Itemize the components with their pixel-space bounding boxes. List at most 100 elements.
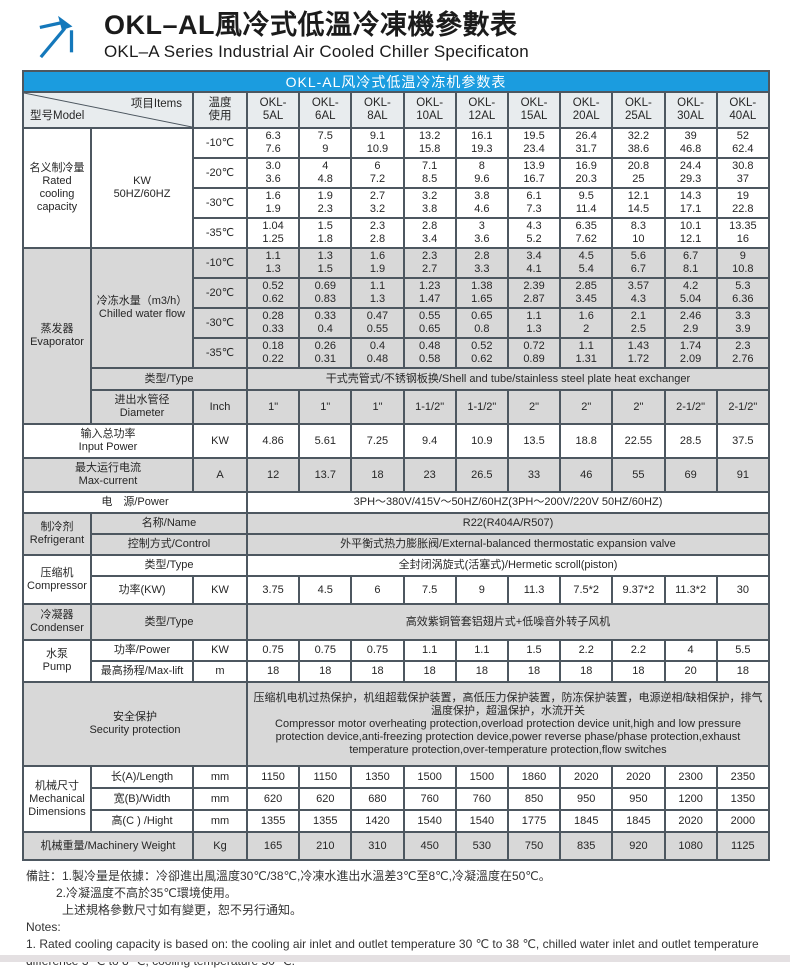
- item-label: 冷冻水量（m3/h） Chilled water flow: [90, 247, 194, 370]
- column-header: OKL- 20AL: [559, 91, 614, 130]
- cell: 4: [663, 639, 718, 663]
- cell: 620: [245, 787, 301, 812]
- item-label: 最高扬程/Max-lift: [90, 660, 194, 684]
- evaporator-type-value: 干式壳管式/不锈钢板换/Shell and tube/stainless ste…: [246, 367, 770, 392]
- cell: 7.25: [350, 423, 405, 460]
- table-row: 最大运行电流 Max-current A 12 13.7 18 23 26.5 33 46 55 6…: [22, 457, 771, 494]
- cell: 2.3 2.76: [715, 337, 771, 370]
- cell: 30.8 37: [715, 157, 771, 190]
- cell: 0.4 0.48: [350, 337, 405, 370]
- cell: 2.8 3.3: [454, 247, 509, 280]
- item-label: 长(A)/Length: [90, 765, 194, 790]
- cell: 2.2: [611, 639, 666, 663]
- cell: 7.5*2: [559, 575, 614, 606]
- cell: 9.5 11.4: [559, 187, 614, 220]
- cell: 4.3 5.2: [506, 217, 562, 250]
- cell: 18: [454, 660, 509, 684]
- cell: 0.55 0.65: [402, 307, 457, 340]
- cell: 52 62.4: [715, 127, 771, 160]
- cell: 5.61: [298, 423, 353, 460]
- cell: 11.3*2: [663, 575, 718, 606]
- cell: 4.5 5.4: [559, 247, 614, 280]
- cell: 2020: [611, 765, 666, 790]
- power-supply-value: 3PH～380V/415V～50HZ/60HZ(3PH～200V/220V 50…: [246, 491, 770, 515]
- table-row: OKL-AL风冷式低温冷冻机参数表: [22, 70, 770, 94]
- cell: 6.7 8.1: [663, 247, 718, 280]
- note-line-2: 2.冷凝溫度不高於35℃環境使用。: [56, 886, 237, 901]
- cell: 450: [402, 831, 457, 862]
- cell: 9 10.8: [715, 247, 771, 280]
- cell: 1.1: [454, 639, 509, 663]
- item-label: 宽(B)/Width: [90, 787, 194, 812]
- column-header: OKL- 8AL: [350, 91, 405, 130]
- cell: 8 9.6: [454, 157, 509, 190]
- cell: 4.5: [298, 575, 353, 606]
- cell: 2350: [715, 765, 771, 790]
- cell: 1350: [350, 765, 405, 790]
- cell: 10.1 12.1: [663, 217, 718, 250]
- corner-label-model: 型号Model: [30, 110, 85, 123]
- cell: 18: [611, 660, 666, 684]
- table-row: -35℃ 1.04 1.25 1.5 1.8 2.3 2.8 2.8 3.4 3 3.6 4…: [23, 217, 771, 250]
- section-label-power: 电 源/Power: [22, 491, 248, 515]
- cell: 0.48 0.58: [402, 337, 457, 370]
- cell: 1": [245, 389, 301, 426]
- cell: 2.85 3.45: [559, 277, 614, 310]
- cell: 1540: [454, 809, 509, 834]
- cell: 1775: [506, 809, 562, 834]
- cell: 0.26 0.31: [298, 337, 353, 370]
- cell: 1.1 1.3: [350, 277, 405, 310]
- table-row: 高(C ) /Hight mm 1355 1355 1420 1540 1540 1775 18…: [23, 809, 771, 834]
- table-row: 压缩机 Compressor 类型/Type 全封闭涡旋式(活塞式)/Hermeti…: [22, 554, 770, 606]
- cell: 1-1/2": [454, 389, 509, 426]
- cell: 0.52 0.62: [454, 337, 509, 370]
- cell: 0.72 0.89: [506, 337, 562, 370]
- cell: 1.74 2.09: [663, 337, 718, 370]
- item-label: 功率/Power: [90, 639, 194, 663]
- section-label-compressor: 压缩机 Compressor: [22, 554, 92, 606]
- cell: 18: [715, 660, 771, 684]
- compressor-type-value: 全封闭涡旋式(活塞式)/Hermetic scroll(piston): [246, 554, 770, 578]
- cell: 18: [402, 660, 457, 684]
- temp-label: -20℃: [192, 157, 248, 190]
- page-bottom-strip: [0, 955, 790, 962]
- table-row: 功率(KW) KW 3.75 4.5 6 7.5 9 11.3 7.5*2 9.37*2 11.3*…: [23, 575, 771, 606]
- cell: 2.1 2.5: [611, 307, 666, 340]
- title-block: OKL–AL風冷式低溫冷凍機參數表 OKL–A Series Industria…: [104, 10, 529, 62]
- unit-label: Inch: [192, 389, 248, 426]
- arrow-up-right-logo-icon: [39, 15, 74, 59]
- cell: 3.3 3.9: [715, 307, 771, 340]
- cell: 4 4.8: [298, 157, 353, 190]
- table-row: 进出水管径 Diameter Inch 1" 1" 1" 1-1/2" 1-1/2" 2" 2"…: [23, 389, 771, 426]
- table-row: 类型/Type 干式壳管式/不锈钢板换/Shell and tube/stainl…: [23, 367, 770, 392]
- cell: 37.5: [715, 423, 771, 460]
- column-header: OKL- 30AL: [663, 91, 718, 130]
- cell: 1.5 1.8: [298, 217, 353, 250]
- section-label-cooling: 名义制冷量 Rated cooling capacity: [22, 127, 92, 250]
- section-label-max-current: 最大运行电流 Max-current: [22, 457, 194, 494]
- table-row: 型号Model 项目Items 温度 使用 OKL- 5AL OKL- 6AL OKL- …: [22, 91, 771, 130]
- cell: 210: [298, 831, 353, 862]
- security-protection-value: 压缩机电机过热保护，机组超载保护装置，高低压力保护装置，防冻保护装置，电源逆相/…: [246, 681, 770, 768]
- cell: 1": [350, 389, 405, 426]
- cell: 2-1/2": [715, 389, 771, 426]
- cell: 1.1 1.3: [506, 307, 562, 340]
- cell: 7.1 8.5: [402, 157, 457, 190]
- cell: 1.5: [506, 639, 562, 663]
- table-row: 水泵 Pump 功率/Power KW 0.75 0.75 0.75 1.1 1.1 1.5 2.…: [22, 639, 771, 684]
- cell: 6.3 7.6: [245, 127, 301, 160]
- cell: 1845: [559, 809, 614, 834]
- cell: 850: [506, 787, 562, 812]
- cell: 9: [454, 575, 509, 606]
- cell: 1.1: [402, 639, 457, 663]
- cell: 1350: [715, 787, 771, 812]
- cell: 1.04 1.25: [245, 217, 301, 250]
- table-row: -30℃ 1.6 1.9 1.9 2.3 2.7 3.2 3.2 3.8 3.8 4.6 6…: [23, 187, 771, 220]
- cell: 1.1 1.31: [559, 337, 614, 370]
- table-row: 电 源/Power 3PH～380V/415V～50HZ/60HZ(3PH～200…: [22, 491, 770, 515]
- page-subtitle: OKL–A Series Industrial Air Cooled Chill…: [104, 42, 529, 62]
- cell: 2.2: [559, 639, 614, 663]
- table-row: -20℃ 0.52 0.62 0.69 0.83 1.1 1.3 1.23 1.47 1.…: [23, 277, 771, 310]
- cell: 0.52 0.62: [245, 277, 301, 310]
- cell: 7.5 9: [298, 127, 353, 160]
